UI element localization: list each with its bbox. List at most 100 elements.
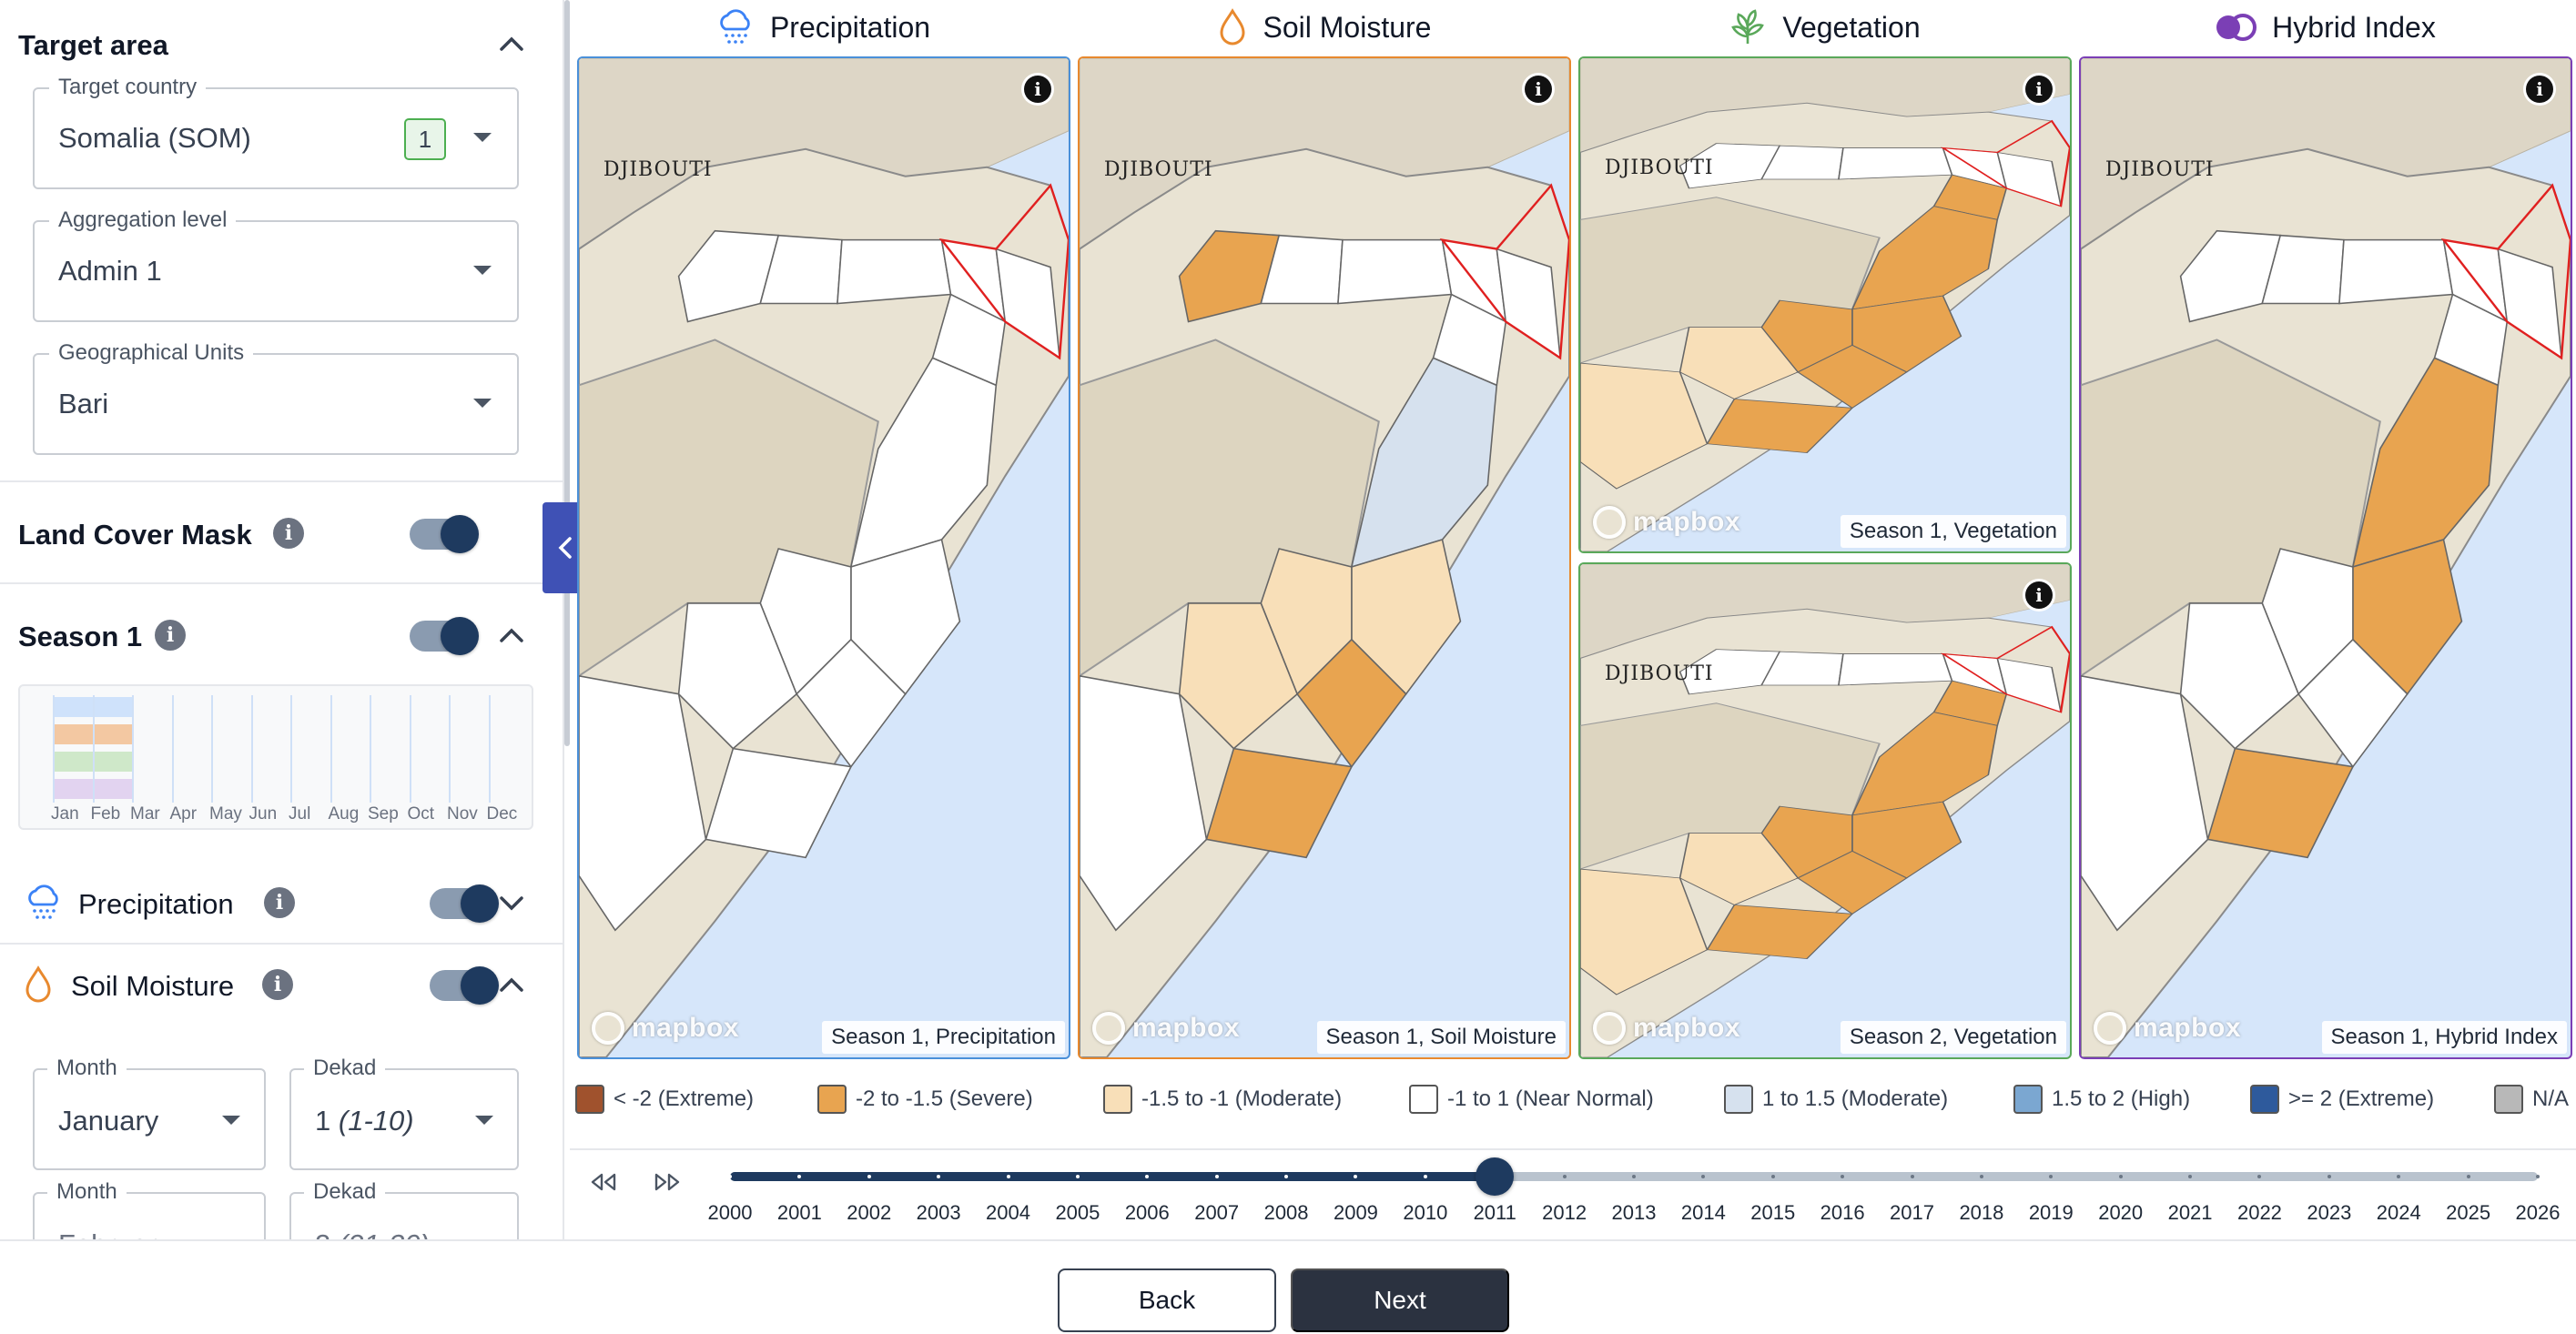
info-icon[interactable]: i [264,887,295,918]
map-vegetation-season-1[interactable]: i mapbox Season 1, Vegetation DJIBOUTI [1578,56,2072,553]
column-title-text: Vegetation [1782,10,1921,44]
info-icon[interactable]: i [2023,73,2055,106]
year-label[interactable]: 2017 [1890,1201,1934,1224]
year-label[interactable]: 2008 [1263,1201,1309,1224]
info-icon[interactable]: i [2523,73,2556,106]
year-slider-track[interactable] [728,1172,2540,1181]
chevron-down-icon[interactable] [493,884,530,921]
mapbox-logo: mapbox [592,1012,739,1045]
info-icon[interactable]: i [273,518,304,549]
back-button[interactable]: Back [1058,1268,1276,1332]
mapbox-logo: mapbox [2094,1012,2241,1045]
target-country-value: Somalia (SOM) [58,122,251,154]
month-select[interactable]: Month February [33,1179,266,1239]
year-label[interactable]: 2024 [2376,1201,2421,1224]
year-tick [1075,1175,1080,1178]
next-button[interactable]: Next [1291,1268,1509,1332]
column-title-soil-moisture: Soil Moisture [1078,7,1569,47]
year-label[interactable]: 2000 [707,1201,753,1224]
year-label[interactable]: 2019 [2028,1201,2074,1224]
chevron-up-icon[interactable] [493,617,530,653]
rewind-icon[interactable] [584,1167,621,1198]
dekad-value: 1 (1-10) [315,1105,414,1137]
map-soil-moisture[interactable]: i mapbox Season 1, Soil Moisture DJIBOUT… [1078,56,1571,1059]
year-label[interactable]: 2018 [1959,1201,2004,1224]
legend-item: -2 to -1.5 (Severe) [817,1085,1033,1114]
month-select[interactable]: Month January [33,1056,266,1170]
caret-down-icon [473,133,492,142]
year-slider-thumb[interactable] [1476,1157,1515,1196]
year-tick [1910,1175,1914,1178]
land-cover-mask-toggle[interactable] [410,515,479,553]
aggregation-level-select[interactable]: Aggregation level Admin 1 [33,207,519,322]
mapbox-logo: mapbox [1092,1012,1240,1045]
footer-bar [0,1239,2576,1334]
info-icon[interactable]: i [1522,73,1555,106]
info-icon[interactable]: i [155,620,186,651]
month-label: Mar [130,804,160,824]
info-icon[interactable]: i [262,969,293,1000]
mapbox-logo: mapbox [1593,1012,1740,1045]
year-label[interactable]: 2002 [847,1201,892,1224]
admin-region [2081,674,2209,932]
year-label[interactable]: 2016 [1820,1201,1865,1224]
month-value: February [58,1228,171,1239]
year-label[interactable]: 2021 [2167,1201,2213,1224]
fast-forward-icon[interactable] [650,1167,686,1198]
month-label: Oct [407,804,435,824]
year-label[interactable]: 2014 [1680,1201,1726,1224]
map-legend: < -2 (Extreme) -2 to -1.5 (Severe) -1.5 to… [575,1085,2576,1121]
caret-down-icon [473,399,492,408]
info-icon[interactable]: i [2023,579,2055,611]
legend-label: -2 to -1.5 (Severe) [856,1086,1033,1111]
dekad-select[interactable]: Dekad 1 (1-10) [289,1056,519,1170]
info-icon[interactable]: i [1021,73,1054,106]
year-label[interactable]: 2023 [2307,1201,2352,1224]
year-tick [2327,1175,2331,1178]
admin-region [1838,653,1953,686]
map-vegetation-season-2[interactable]: i mapbox Season 2, Vegetation DJIBOUTI [1578,562,2072,1059]
year-label[interactable]: 2007 [1194,1201,1240,1224]
admin-region [1838,147,1953,180]
month-gridline [409,695,411,803]
year-label[interactable]: 2025 [2446,1201,2491,1224]
precipitation-toggle[interactable] [430,884,499,923]
chevron-up-icon[interactable] [493,966,530,1003]
legend-label: >= 2 (Extreme) [2288,1086,2435,1111]
geographical-units-select[interactable]: Geographical Units Bari [33,340,519,455]
year-label[interactable]: 2012 [1542,1201,1587,1224]
month-label: Apr [169,804,198,824]
year-tick [937,1175,941,1178]
soil-moisture-toggle[interactable] [430,966,499,1005]
month-gridline [290,695,292,803]
year-label[interactable]: 2004 [986,1201,1030,1224]
year-label[interactable]: 2026 [2515,1201,2561,1224]
month-label: Jan [51,804,79,824]
year-label[interactable]: 2015 [1750,1201,1796,1224]
year-label[interactable]: 2010 [1403,1201,1448,1224]
chevron-up-icon[interactable] [493,25,530,62]
map-canvas [1080,58,1569,1057]
year-label[interactable]: 2009 [1333,1201,1378,1224]
map-caption: Season 1, Vegetation [1840,515,2066,548]
season-toggle[interactable] [410,617,479,655]
month-gridline [92,695,95,803]
year-label[interactable]: 2005 [1055,1201,1100,1224]
year-tick [1841,1175,1845,1178]
admin-region [1080,674,1208,932]
target-country-select[interactable]: Target country Somalia (SOM) 1 [33,75,519,189]
year-label[interactable]: 2011 [1473,1201,1516,1224]
map-hybrid-index[interactable]: i mapbox Season 1, Hybrid Index DJIBOUTI [2079,56,2572,1059]
year-label[interactable]: 2001 [776,1201,822,1224]
year-label[interactable]: 2013 [1611,1201,1657,1224]
dekad-select[interactable]: Dekad 2 (21-30) [289,1179,519,1239]
column-title-text: Hybrid Index [2272,10,2436,44]
month-gridline [449,695,451,803]
map-precipitation[interactable]: i mapbox Season 1, Precipitation DJIBOUT… [577,56,1070,1059]
year-label[interactable]: 2003 [916,1201,961,1224]
year-label[interactable]: 2020 [2098,1201,2144,1224]
year-label[interactable]: 2022 [2236,1201,2282,1224]
soil-moisture-title: Soil Moisture [71,970,235,1002]
sidebar-scrollbar[interactable] [564,0,570,746]
year-label[interactable]: 2006 [1124,1201,1170,1224]
